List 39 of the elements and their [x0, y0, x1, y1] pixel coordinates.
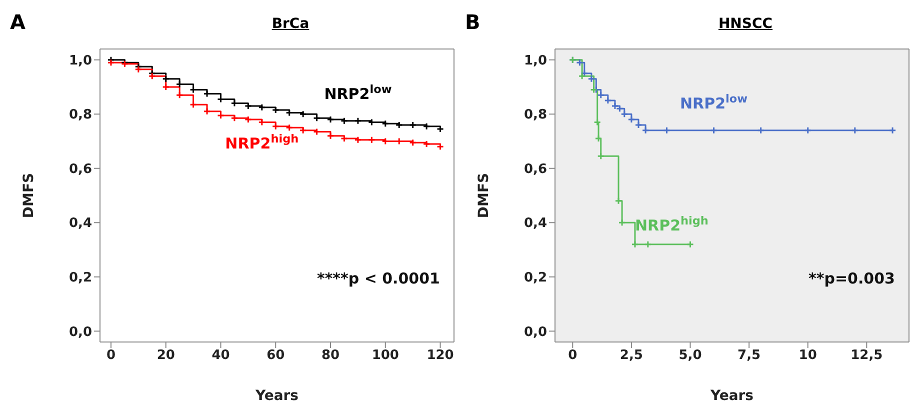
series-label: NRP2$^{low}$ — [680, 92, 748, 112]
annotation: **p=0.003 — [808, 269, 895, 288]
series-label: NRP2$^{high}$ — [225, 132, 299, 152]
chart-title: BrCa — [270, 16, 310, 32]
y-tick-label: 0,6 — [68, 162, 92, 177]
x-tick-label: 2,5 — [620, 348, 643, 364]
text: B — [465, 10, 480, 34]
y-tick-label: 1,0 — [524, 53, 547, 68]
x-tick-label: 20 — [156, 348, 175, 364]
x-tick-label: 12,5 — [850, 348, 883, 364]
x-tick-label: 0 — [568, 348, 578, 364]
y-tick-label: 0,8 — [524, 108, 547, 123]
x-axis-title: Years — [709, 388, 754, 404]
x-tick-label: 100 — [372, 348, 399, 364]
y-tick-label: 0,8 — [68, 108, 92, 123]
x-tick-label: 60 — [266, 348, 285, 364]
text: A — [10, 10, 26, 34]
annotation: ****p < 0.0001 — [316, 269, 440, 288]
y-tick-label: 0,4 — [68, 216, 92, 232]
x-tick-label: 10 — [798, 348, 817, 364]
x-tick-label: 80 — [321, 348, 340, 364]
x-axis-title: Years — [254, 388, 299, 404]
x-tick-label: 120 — [426, 348, 454, 364]
y-tick-label: 1,0 — [68, 53, 92, 68]
y-tick-label: 0,4 — [524, 216, 547, 232]
y-axis-title: DMFS — [20, 172, 37, 218]
y-tick-label: 0,2 — [524, 270, 547, 286]
x-tick-label: 40 — [212, 348, 230, 364]
x-tick-label: 5,0 — [678, 348, 702, 364]
y-tick-label: 0,2 — [68, 270, 92, 286]
series-label: NRP2$^{high}$ — [634, 214, 708, 234]
chart-title: HNSCC — [717, 16, 774, 32]
x-tick-label: 0 — [106, 348, 116, 364]
y-axis-title: DMFS — [476, 172, 492, 218]
y-tick-label: 0,0 — [524, 324, 547, 340]
series-label: NRP2$^{low}$ — [324, 82, 392, 103]
y-tick-label: 0,0 — [68, 324, 92, 340]
x-tick-label: 7,5 — [738, 348, 761, 364]
y-tick-label: 0,6 — [524, 162, 547, 177]
